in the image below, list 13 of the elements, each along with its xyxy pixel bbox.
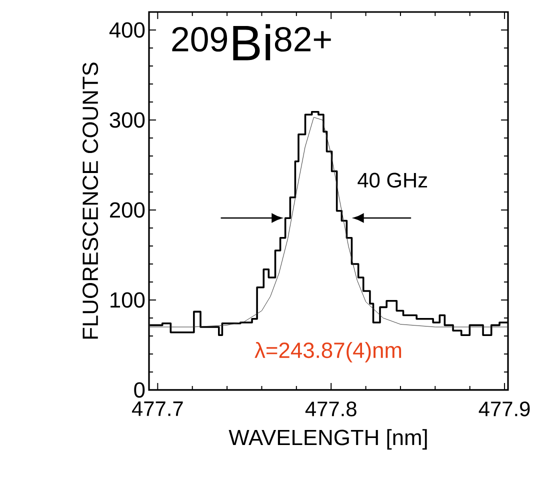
x-tick-label: 477.8 — [305, 402, 356, 416]
annotation: $^{209}$Bi$^{82+}$ — [172, 24, 331, 60]
y-tick-label: 400 — [109, 22, 145, 38]
annotation: 40 GHz — [358, 172, 428, 188]
y-tick-label: 200 — [110, 202, 145, 218]
y-tick-label: 300 — [110, 112, 145, 128]
y-tick-label: 100 — [110, 292, 145, 308]
y-axis-title: FLUORESCENCE COUNTS — [82, 62, 98, 339]
x-axis-title: WAVELENGTH [nm] — [228, 429, 427, 450]
annotation: λ=243.87(4)nm — [254, 342, 402, 362]
x-tick-label: 477.9 — [478, 402, 530, 416]
x-tick-label: 477.7 — [132, 402, 183, 416]
y-tick-label: 0 — [134, 382, 145, 398]
